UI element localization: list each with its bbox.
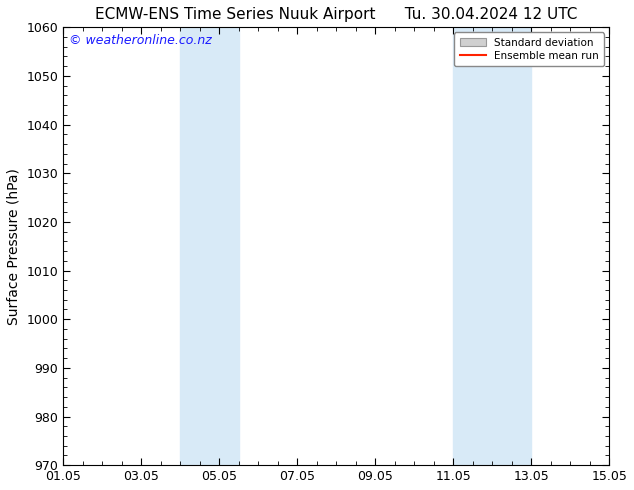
Text: © weatheronline.co.nz: © weatheronline.co.nz xyxy=(68,34,212,47)
Bar xyxy=(453,27,531,465)
Title: ECMW-ENS Time Series Nuuk Airport      Tu. 30.04.2024 12 UTC: ECMW-ENS Time Series Nuuk Airport Tu. 30… xyxy=(95,7,578,22)
Legend: Standard deviation, Ensemble mean run: Standard deviation, Ensemble mean run xyxy=(455,32,604,66)
Bar xyxy=(180,27,238,465)
Y-axis label: Surface Pressure (hPa): Surface Pressure (hPa) xyxy=(7,168,21,325)
